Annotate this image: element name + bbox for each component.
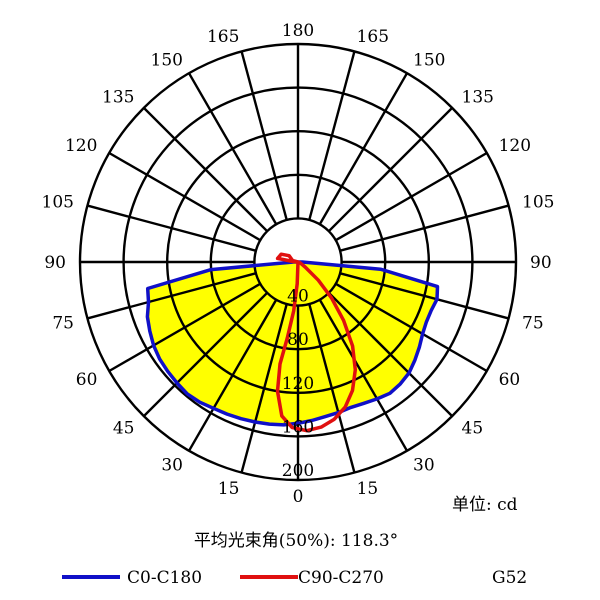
angle-tick-label-left-180: 180 bbox=[282, 21, 314, 41]
angle-tick-label-left-120: 120 bbox=[65, 136, 97, 156]
polar-spoke-300 bbox=[108, 282, 261, 373]
angle-tick-label-right-120: 120 bbox=[499, 136, 531, 156]
angle-tick-label-left-45: 45 bbox=[113, 419, 135, 439]
radial-tick-label-120: 120 bbox=[282, 374, 314, 394]
polar-spoke-225 bbox=[143, 107, 269, 233]
angle-tick-label-left-0: 0 bbox=[293, 487, 304, 507]
polar-spoke-165 bbox=[308, 51, 356, 221]
polar-spoke-60 bbox=[335, 282, 488, 373]
model-label: G52 bbox=[492, 568, 527, 588]
polar-spoke-105 bbox=[339, 204, 509, 252]
polar-spoke-315 bbox=[143, 291, 269, 417]
polar-spoke-150 bbox=[318, 72, 409, 225]
polar-spoke-75 bbox=[339, 272, 509, 320]
polar-spoke-135 bbox=[327, 107, 453, 233]
angle-tick-label-left-135: 135 bbox=[102, 88, 134, 108]
polar-spoke-285 bbox=[87, 272, 257, 320]
series-layer bbox=[145, 252, 440, 433]
polar-spoke-330 bbox=[187, 299, 278, 452]
angle-tick-label-right-165: 165 bbox=[357, 27, 389, 47]
polar-spoke-30 bbox=[318, 299, 409, 452]
label-layer: 4080120160200180165150135120105907560453… bbox=[42, 21, 555, 507]
angle-tick-label-left-75: 75 bbox=[52, 314, 74, 334]
radial-tick-label-80: 80 bbox=[287, 330, 309, 350]
angle-tick-label-left-105: 105 bbox=[42, 192, 74, 212]
angle-tick-label-left-165: 165 bbox=[207, 27, 239, 47]
angle-tick-label-right-105: 105 bbox=[522, 192, 554, 212]
angle-tick-label-right-90: 90 bbox=[530, 253, 552, 273]
radial-tick-label-160: 160 bbox=[282, 417, 314, 437]
angle-tick-label-left-150: 150 bbox=[151, 50, 183, 70]
legend-label-c90-c270: C90-C270 bbox=[298, 568, 384, 588]
radial-tick-label-40: 40 bbox=[287, 287, 309, 307]
series-line-c90-c270 bbox=[275, 252, 358, 433]
beam-angle-label: 平均光束角(50%): 118.3° bbox=[194, 531, 398, 551]
series-line-c0-c180 bbox=[145, 260, 440, 427]
radial-tick-label-200: 200 bbox=[282, 461, 314, 481]
polar-spoke-195 bbox=[240, 51, 288, 221]
angle-tick-label-right-30: 30 bbox=[413, 456, 435, 476]
angle-tick-label-right-75: 75 bbox=[522, 314, 544, 334]
angle-tick-label-right-45: 45 bbox=[462, 419, 484, 439]
unit-label: 单位: cd bbox=[452, 495, 518, 515]
angle-tick-label-left-15: 15 bbox=[218, 479, 240, 499]
polar-spoke-120 bbox=[335, 151, 488, 242]
angle-tick-label-left-60: 60 bbox=[76, 370, 98, 390]
polar-spoke-15 bbox=[308, 303, 356, 473]
angle-tick-label-right-150: 150 bbox=[413, 50, 445, 70]
polar-spoke-345 bbox=[240, 303, 288, 473]
legend-label-c0-c180: C0-C180 bbox=[127, 568, 202, 588]
polar-grid bbox=[78, 42, 518, 482]
angle-tick-label-left-90: 90 bbox=[44, 253, 66, 273]
polar-spoke-210 bbox=[187, 72, 278, 225]
angle-tick-label-left-30: 30 bbox=[161, 456, 183, 476]
angle-tick-label-right-135: 135 bbox=[462, 88, 494, 108]
polar-spoke-240 bbox=[108, 151, 261, 242]
angle-tick-label-right-60: 60 bbox=[499, 370, 521, 390]
polar-spoke-45 bbox=[327, 291, 453, 417]
angle-tick-label-right-15: 15 bbox=[357, 479, 379, 499]
polar-spoke-255 bbox=[87, 204, 257, 252]
